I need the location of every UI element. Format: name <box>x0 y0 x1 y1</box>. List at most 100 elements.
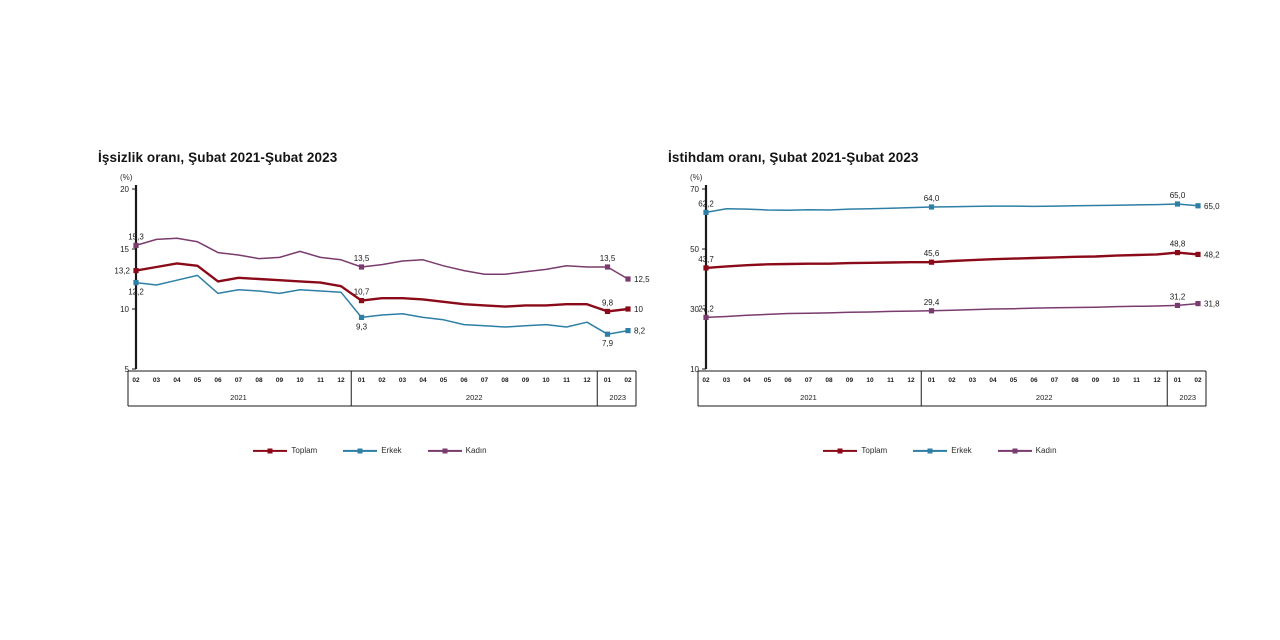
x-axis-month-label: 12 <box>907 377 915 384</box>
data-point-marker <box>1174 201 1181 207</box>
data-point-marker <box>928 259 935 265</box>
data-point-marker <box>1174 302 1181 308</box>
employment-unit-label: (%) <box>690 173 703 182</box>
y-axis-tick-label: 5 <box>125 365 130 374</box>
data-point-marker <box>625 306 631 312</box>
data-point-marker <box>133 268 139 274</box>
data-point-label: 31,8 <box>1204 300 1220 309</box>
x-axis-year-label: 2022 <box>1036 393 1053 402</box>
x-axis-month-label: 12 <box>583 377 591 384</box>
x-axis-month-label: 03 <box>969 377 977 384</box>
y-axis-tick-label: 10 <box>690 365 699 374</box>
data-point-marker <box>703 209 709 215</box>
x-axis-month-label: 10 <box>296 377 304 384</box>
y-axis-tick-label: 20 <box>120 185 129 194</box>
data-point-label: 12,5 <box>634 275 650 284</box>
data-point-label: 13,5 <box>600 254 616 263</box>
x-axis-month-label: 02 <box>1194 377 1202 384</box>
x-axis-month-label: 07 <box>235 377 243 384</box>
x-axis-month-label: 04 <box>743 377 751 384</box>
x-axis-month-label: 11 <box>317 377 324 384</box>
x-axis-month-label: 04 <box>173 377 181 384</box>
data-point-marker <box>625 328 631 334</box>
x-axis-year-label: 2023 <box>1179 393 1196 402</box>
x-axis-month-label: 03 <box>399 377 407 384</box>
x-axis-month-label: 02 <box>948 377 956 384</box>
data-point-marker <box>703 265 709 271</box>
x-axis-month-label: 02 <box>132 377 140 384</box>
employment-chart-title: İstihdam oranı, Şubat 2021-Şubat 2023 <box>668 150 919 165</box>
series-line-toplam <box>704 251 1200 270</box>
data-point-marker <box>1195 203 1201 209</box>
legend-swatch-erkek <box>913 447 948 455</box>
legend-item-toplam: Toplam <box>253 446 317 455</box>
data-point-marker <box>358 314 365 320</box>
legend-item-erkek: Erkek <box>913 446 972 455</box>
x-axis-month-label: 06 <box>1030 377 1038 384</box>
legend-item-toplam: Toplam <box>823 446 887 455</box>
legend-label-kadin: Kadın <box>465 446 487 455</box>
x-axis-month-label: 05 <box>194 377 202 384</box>
x-axis-month-label: 01 <box>358 377 366 384</box>
legend-swatch-kadin <box>997 447 1032 455</box>
data-point-label: 31,2 <box>1170 292 1186 301</box>
data-point-label: 48,8 <box>1170 240 1186 249</box>
legend-swatch-toplam <box>823 447 858 455</box>
unemployment-panel: İşsizlik oranı, Şubat 2021-Şubat 2023 (%… <box>90 150 650 490</box>
x-axis-month-label: 09 <box>1092 377 1100 384</box>
unemployment-plot: (%) 20 15 10 5 13,2 10,7 9,8 10 12,2 9,3 7,9 8,2 15,… <box>90 171 650 431</box>
unemployment-unit-label: (%) <box>120 173 133 182</box>
data-point-label: 9,8 <box>602 298 614 307</box>
x-axis-month-label: 12 <box>337 377 345 384</box>
unemployment-svg: 20 15 10 5 13,2 10,7 9,8 10 12,2 9,3 7,9 8,2 15,3 13,… <box>114 185 650 407</box>
x-axis-month-label: 08 <box>1071 377 1079 384</box>
x-axis-month-label: 09 <box>522 377 530 384</box>
data-point-label: 62,2 <box>698 199 714 208</box>
data-point-marker <box>604 331 611 337</box>
data-point-label: 27,2 <box>698 304 714 313</box>
x-axis-month-label: 01 <box>1174 377 1182 384</box>
data-point-label: 13,5 <box>354 254 370 263</box>
legend-item-kadin: Kadın <box>997 446 1057 455</box>
x-axis-month-label: 04 <box>989 377 997 384</box>
data-point-marker <box>1195 301 1201 307</box>
data-point-marker <box>703 314 709 320</box>
employment-svg: 70 50 30 10 43,7 45,6 48,8 48,2 62,2 64,0 65,0 65,0… <box>690 185 1220 407</box>
data-point-label: 48,2 <box>1204 250 1220 259</box>
x-axis-year-label: 2021 <box>800 393 817 402</box>
data-point-label: 15,3 <box>128 232 144 241</box>
x-axis-month-label: 11 <box>563 377 570 384</box>
data-point-marker <box>1195 251 1201 257</box>
y-axis-tick-label: 70 <box>690 185 699 194</box>
x-axis-month-label: 12 <box>1153 377 1161 384</box>
x-axis-year-label: 2023 <box>609 393 626 402</box>
legend-item-kadin: Kadın <box>427 446 487 455</box>
x-axis-month-label: 10 <box>542 377 550 384</box>
data-point-marker <box>604 308 611 314</box>
series-line-kadın <box>705 302 1199 319</box>
x-axis-month-label: 11 <box>887 377 894 384</box>
data-point-marker <box>1174 250 1181 256</box>
x-axis-month-label: 02 <box>378 377 386 384</box>
x-axis-month-label: 01 <box>928 377 936 384</box>
data-point-label: 64,0 <box>924 194 940 203</box>
series-line-erkek <box>135 274 629 335</box>
legend-label-erkek: Erkek <box>951 446 972 455</box>
data-point-label: 7,9 <box>602 339 614 348</box>
x-axis-month-label: 09 <box>276 377 284 384</box>
x-axis-month-label: 09 <box>846 377 854 384</box>
data-point-label: 65,0 <box>1170 191 1186 200</box>
legend-label-toplam: Toplam <box>861 446 888 455</box>
x-axis-month-label: 08 <box>255 377 263 384</box>
x-axis-month-label: 03 <box>723 377 731 384</box>
data-point-marker <box>133 280 139 286</box>
x-axis-month-label: 04 <box>419 377 427 384</box>
x-axis-month-label: 10 <box>1112 377 1120 384</box>
unemployment-legend: Toplam Erkek Kadın <box>90 446 650 455</box>
employment-legend: Toplam Erkek Kadın <box>660 446 1220 455</box>
x-axis-year-label: 2021 <box>230 393 247 402</box>
x-axis-month-label: 05 <box>764 377 772 384</box>
data-point-label: 10,7 <box>354 288 370 297</box>
x-axis-month-label: 11 <box>1133 377 1140 384</box>
